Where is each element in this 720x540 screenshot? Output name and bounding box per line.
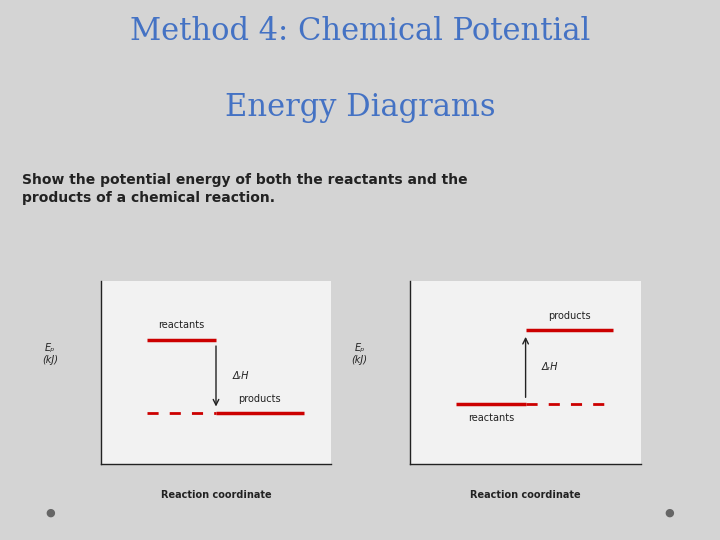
Text: Eₚ
(kJ): Eₚ (kJ) bbox=[42, 343, 58, 366]
Text: Reaction coordinate: Reaction coordinate bbox=[470, 490, 581, 500]
Text: products: products bbox=[238, 394, 281, 404]
Text: ΔᵣH: ΔᵣH bbox=[232, 372, 248, 381]
Text: Energy Diagrams: Energy Diagrams bbox=[225, 92, 495, 123]
Text: products: products bbox=[548, 311, 590, 321]
Text: Method 4: Chemical Potential: Method 4: Chemical Potential bbox=[130, 16, 590, 47]
Text: Reaction coordinate: Reaction coordinate bbox=[161, 490, 271, 500]
Text: reactants: reactants bbox=[468, 413, 514, 423]
Text: ΔᵣH: ΔᵣH bbox=[541, 362, 558, 372]
Text: ●: ● bbox=[45, 508, 55, 518]
Text: Show the potential energy of both the reactants and the
products of a chemical r: Show the potential energy of both the re… bbox=[22, 173, 467, 205]
Text: Eₚ
(kJ): Eₚ (kJ) bbox=[351, 343, 368, 366]
Text: ●: ● bbox=[665, 508, 675, 518]
Text: reactants: reactants bbox=[158, 320, 204, 330]
